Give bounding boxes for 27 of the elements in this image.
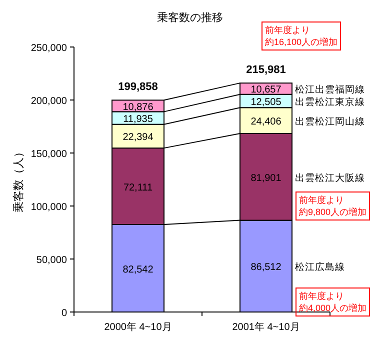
data-label: 82,542 [122,264,154,276]
x-tick-label: 2000年 4~10月 [104,321,172,333]
series-label: 出雲松江大阪線 [295,172,365,184]
series-label: 松江出雲福岡線 [295,84,365,96]
y-tick-label: 50,000 [36,255,68,266]
data-label: 12,505 [250,96,282,108]
y-tick-label: 150,000 [30,149,68,160]
data-label: 10,876 [122,102,154,113]
y-tick-label: 100,000 [30,202,68,213]
total-label: 215,981 [246,64,286,76]
data-label: 10,657 [250,84,282,96]
data-label: 22,394 [122,132,154,144]
data-label: 24,406 [250,116,282,128]
series-label: 出雲松江岡山線 [295,116,365,128]
series-label: 松江広島線 [295,261,345,274]
data-label: 86,512 [250,262,282,274]
series-label: 出雲松江東京線 [295,96,365,108]
data-label: 72,111 [123,182,153,194]
chart-title: 乗客数の推移 [157,11,223,24]
x-tick-label: 2001年 4~10月 [232,321,300,333]
y-tick-label: 200,000 [30,96,68,107]
total-label: 199,858 [118,81,158,94]
data-label: 11,935 [123,114,154,126]
y-tick-label: 250,000 [30,43,68,54]
y-axis-title: 乗客数（人） [12,146,25,212]
data-label: 81,901 [250,172,282,184]
y-tick-label: 0 [61,308,68,319]
